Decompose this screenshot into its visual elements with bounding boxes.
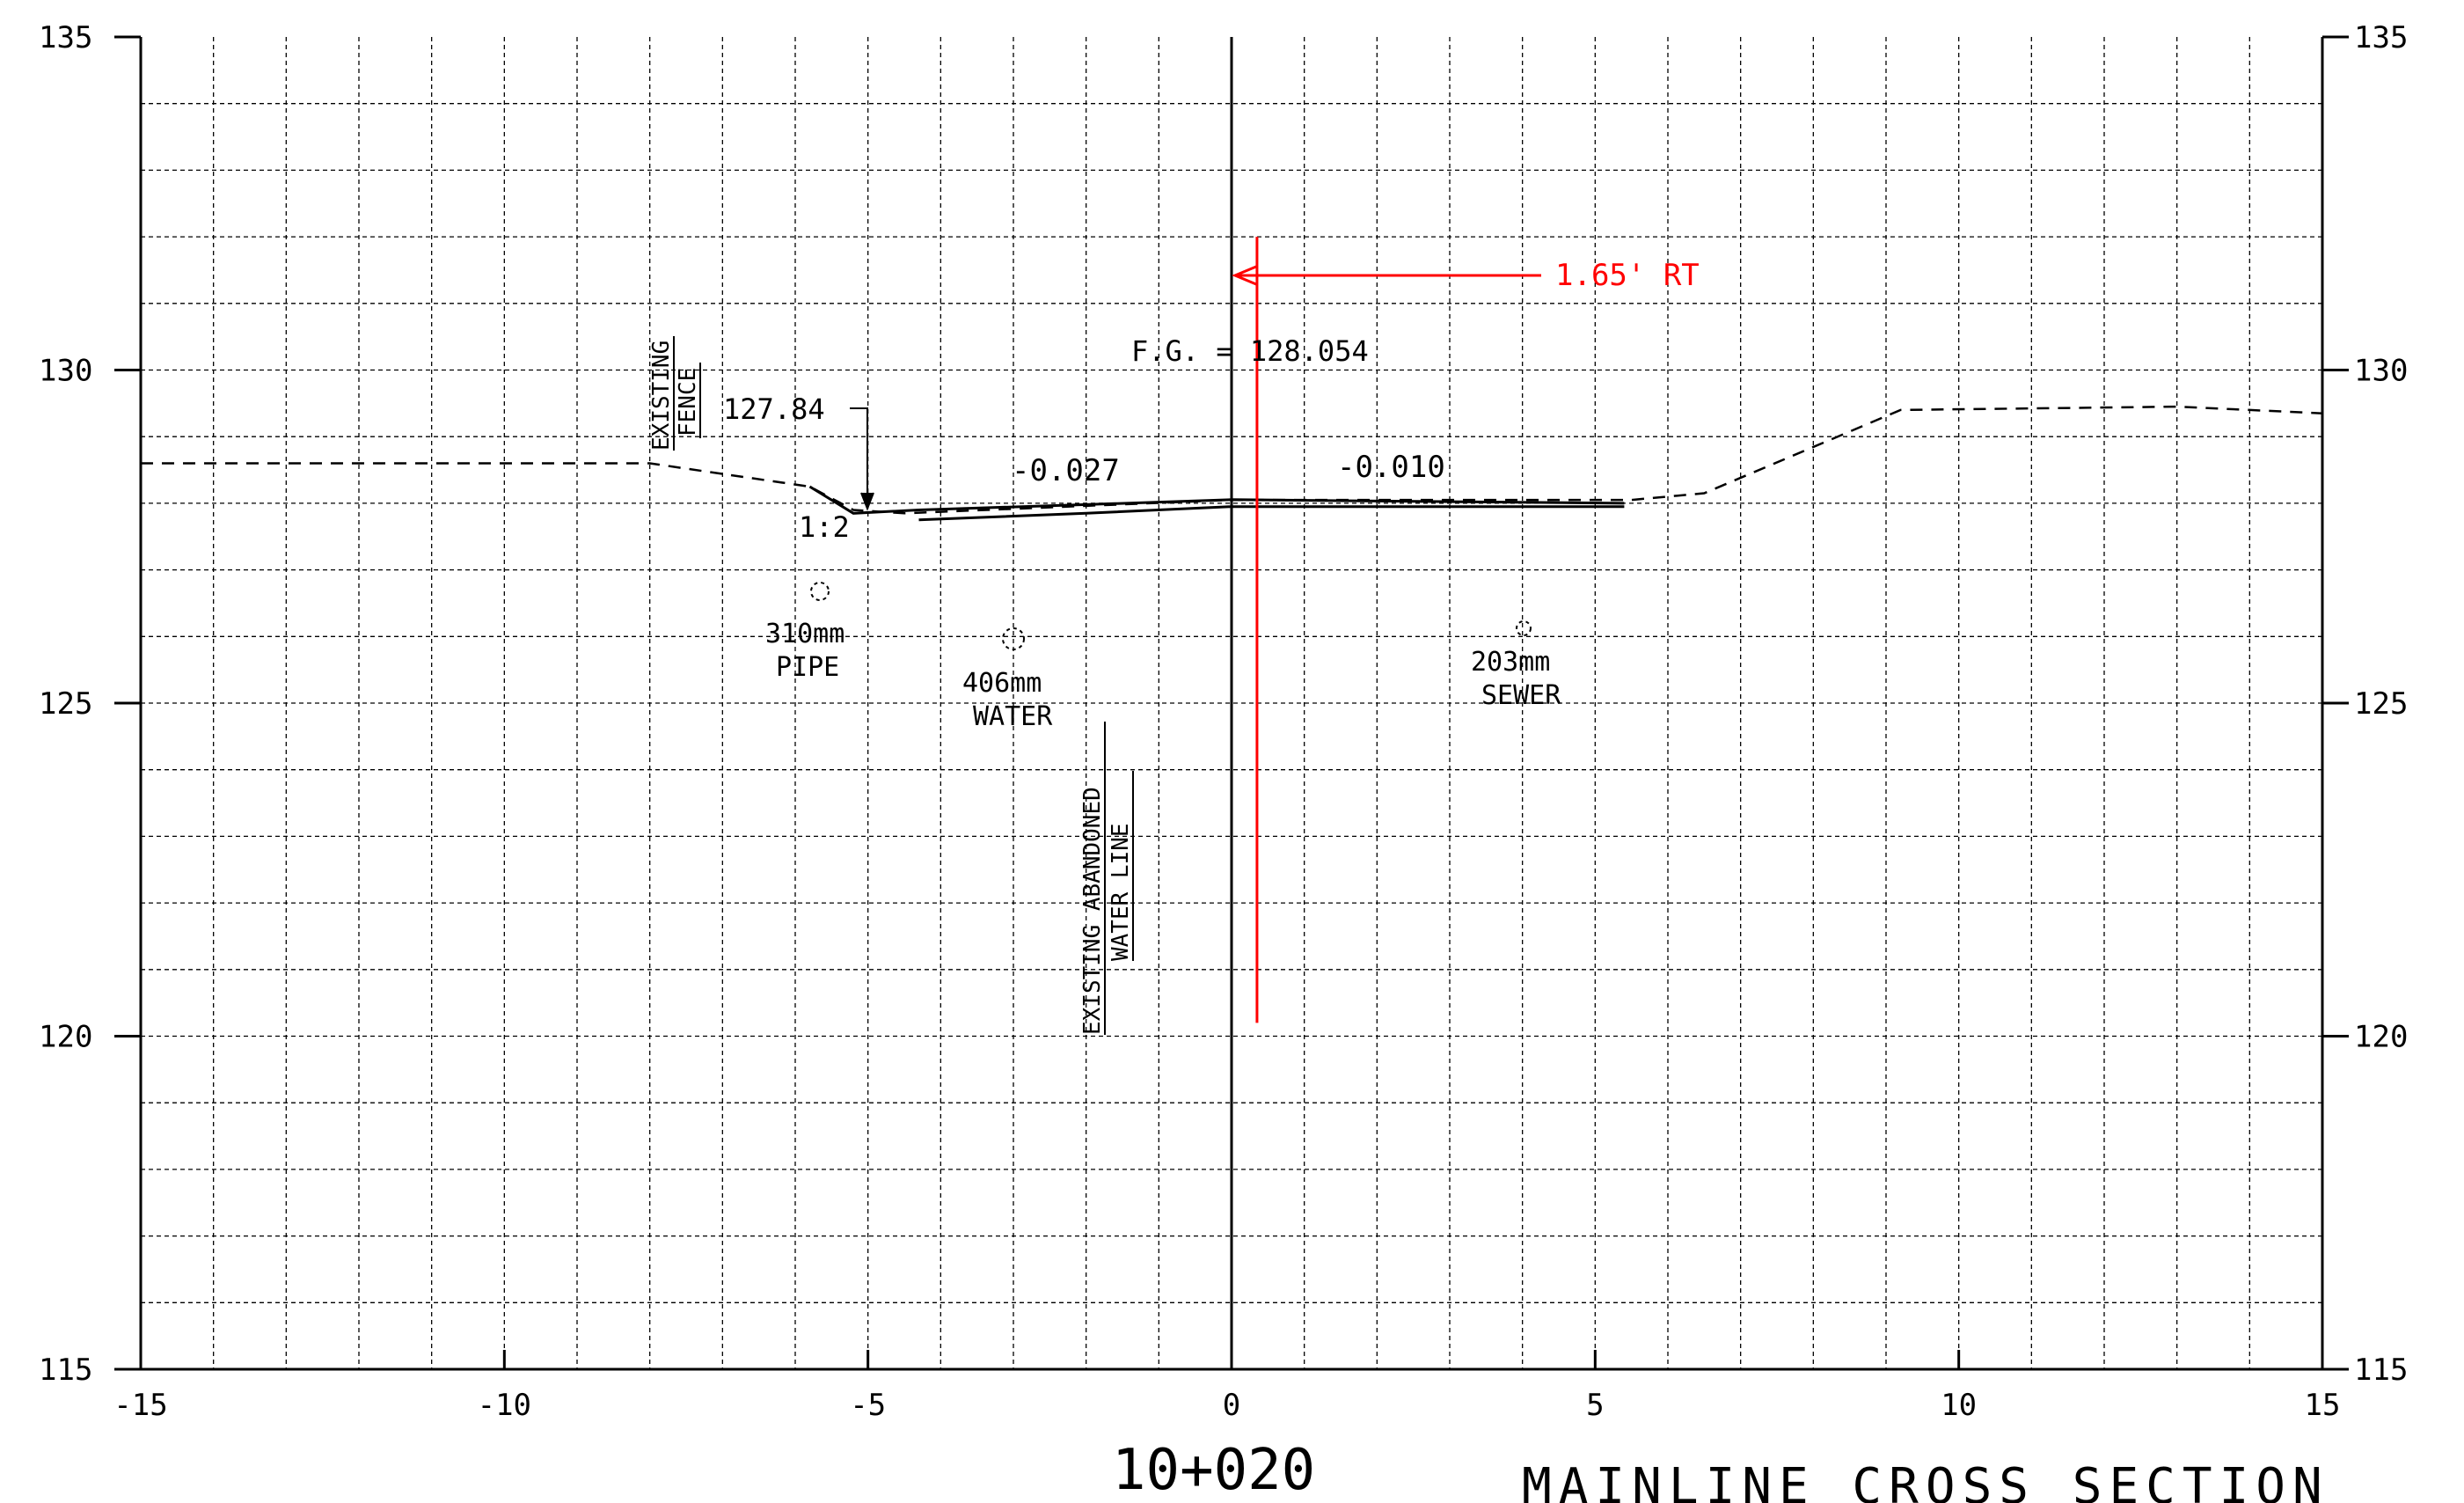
existing-fence-line-1: EXISTING xyxy=(648,341,675,451)
proposed-grade-line-1 xyxy=(808,485,1625,515)
station-label: 10+020 xyxy=(1112,1438,1315,1503)
y-tick-label-right: 120 xyxy=(2354,1020,2408,1055)
abandoned-line-2: WATER LINE xyxy=(1108,823,1134,961)
existing-fence-line-2: FENCE xyxy=(675,368,701,436)
water-label-line-1: 406mm xyxy=(962,668,1042,699)
sewer-marker xyxy=(1516,620,1532,636)
plot-grid xyxy=(141,37,2322,1369)
offset-arrow-head xyxy=(1232,265,1257,286)
y-tick-label-left: 125 xyxy=(39,686,92,722)
x-tick-label: -15 xyxy=(113,1388,167,1423)
abandoned-line-1: EXISTING ABANDONED xyxy=(1079,787,1106,1035)
sewer-label-line-2: SEWER xyxy=(1481,680,1561,711)
plot-axes xyxy=(114,35,2349,1371)
x-tick-label: -10 xyxy=(478,1388,531,1423)
abandoned-water-line-label: EXISTING ABANDONED WATER LINE xyxy=(1079,722,1134,1035)
y-tick-label-left: 115 xyxy=(39,1353,92,1388)
pipe-label-line-2: PIPE xyxy=(776,652,839,683)
x-tick-label: 15 xyxy=(2305,1388,2341,1423)
y-tick-label-right: 115 xyxy=(2354,1353,2408,1388)
sewer-label-line-1: 203mm xyxy=(1471,647,1550,678)
y-tick-label-left: 130 xyxy=(39,354,92,389)
y-tick-label-left: 120 xyxy=(39,1020,92,1055)
annotations: 1.65' RT EXISTING FENCE 127.84 1:2 -0.027 -0.0… xyxy=(648,237,2329,1503)
y-tick-label-right: 125 xyxy=(2354,686,2408,722)
finished-grade-label: F.G. = 128.054 xyxy=(1131,334,1369,368)
water-label-line-2: WATER xyxy=(973,701,1053,732)
elevation-label: 127.84 xyxy=(723,392,825,426)
offset-label: 1.65' RT xyxy=(1555,258,1700,293)
pipe-label-line-1: 310mm xyxy=(765,619,844,649)
elevation-leader xyxy=(850,407,868,505)
pipe-marker xyxy=(810,582,830,601)
profile-lines xyxy=(141,405,2323,522)
x-tick-label: -5 xyxy=(850,1388,886,1423)
slope-left-label: -0.027 xyxy=(1012,453,1120,488)
proposed-grade-line-2 xyxy=(918,505,1625,522)
x-tick-label: 10 xyxy=(1941,1388,1977,1423)
existing-fence-label: EXISTING FENCE xyxy=(648,336,701,451)
x-tick-label: 0 xyxy=(1223,1388,1240,1423)
y-tick-label-right: 130 xyxy=(2354,354,2408,389)
slope-ratio-label: 1:2 xyxy=(799,510,850,544)
section-title: MAINLINE CROSS SECTION xyxy=(1522,1458,2329,1503)
tick-labels: 115 115 120 120 125 125 130 130 135 135 -15 -10 -5 0 5… xyxy=(39,20,2408,1423)
slope-right-label: -0.010 xyxy=(1337,450,1445,485)
elevation-arrow xyxy=(860,492,874,511)
x-tick-label: 5 xyxy=(1586,1388,1604,1423)
y-tick-label-right: 135 xyxy=(2354,20,2408,55)
water-marker xyxy=(1002,627,1025,650)
y-tick-label-left: 135 xyxy=(39,20,92,55)
